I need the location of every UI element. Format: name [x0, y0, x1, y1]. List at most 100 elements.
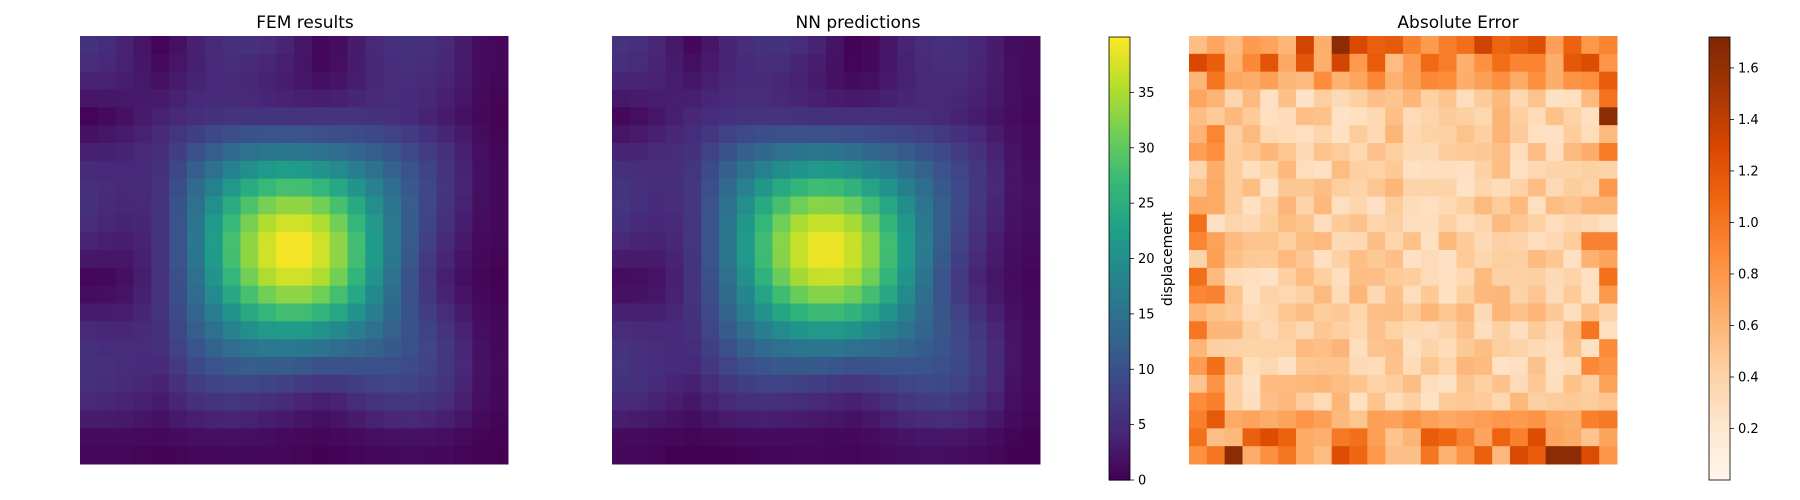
colorbar-displacement-segment	[1109, 132, 1130, 138]
heatmap-cell-nn	[719, 339, 738, 358]
heatmap-cell-fem	[133, 160, 152, 180]
heatmap-cell-fem	[436, 89, 455, 108]
heatmap-cell-error	[1420, 392, 1440, 411]
heatmap-cell-fem	[472, 125, 491, 144]
heatmap-cell-nn	[843, 428, 863, 447]
heatmap-cell-fem	[151, 267, 170, 287]
heatmap-cell-fem	[133, 89, 152, 108]
heatmap-cell-error	[1599, 125, 1618, 144]
heatmap-cell-fem	[222, 232, 241, 251]
heatmap-cell-fem	[294, 232, 313, 251]
heatmap-cell-error	[1456, 232, 1475, 251]
colorbar-displacement-tick-label: 10	[1138, 363, 1155, 378]
colorbar-displacement-tick-label: 20	[1138, 252, 1155, 267]
colorbar-error-segment	[1709, 140, 1730, 145]
colorbar-displacement-segment	[1109, 454, 1130, 459]
heatmap-cell-nn	[665, 267, 684, 287]
heatmap-cell-fem	[454, 339, 473, 358]
heatmap-cell-nn	[790, 357, 809, 376]
heatmap-cell-fem	[151, 89, 170, 108]
colorbar-displacement-segment	[1109, 66, 1130, 71]
heatmap-cell-nn	[701, 285, 720, 304]
heatmap-cell-error	[1474, 339, 1493, 358]
heatmap-cell-nn	[843, 125, 863, 144]
colorbar-displacement-segment	[1109, 395, 1130, 400]
heatmap-cell-error	[1242, 178, 1261, 197]
heatmap-cell-nn	[790, 303, 809, 322]
heatmap-cell-error	[1456, 214, 1475, 233]
heatmap-cell-nn	[647, 71, 666, 90]
colorbar-error-segment	[1709, 84, 1730, 90]
heatmap-cell-nn	[915, 143, 934, 162]
heatmap-cell-fem	[454, 357, 473, 376]
colorbar-displacement-segment	[1109, 236, 1130, 241]
heatmap-cell-fem	[311, 232, 331, 251]
colorbar-error-segment	[1709, 155, 1730, 160]
heatmap-cell-fem	[80, 71, 99, 90]
heatmap-cell-nn	[933, 321, 952, 340]
heatmap-cell-error	[1224, 267, 1243, 287]
heatmap-cell-nn	[719, 410, 738, 429]
heatmap-cell-nn	[879, 410, 898, 429]
heatmap-cell-error	[1296, 196, 1315, 215]
heatmap-cell-error	[1527, 428, 1547, 447]
heatmap-cell-nn	[968, 285, 987, 304]
heatmap-cell-nn	[754, 374, 773, 394]
heatmap-cell-error	[1367, 285, 1386, 304]
heatmap-cell-fem	[276, 143, 295, 162]
heatmap-cell-fem	[490, 303, 509, 322]
colorbar-displacement-segment	[1109, 432, 1130, 437]
colorbar-error-segment	[1709, 457, 1730, 463]
heatmap-cell-error	[1420, 232, 1440, 251]
heatmap-cell-error	[1581, 196, 1600, 215]
heatmap-cell-error	[1331, 232, 1350, 251]
heatmap-cell-nn	[915, 250, 934, 269]
heatmap-cell-error	[1527, 107, 1547, 126]
heatmap-cell-fem	[80, 285, 99, 304]
heatmap-cell-nn	[897, 196, 916, 215]
colorbar-displacement-segment	[1109, 107, 1130, 112]
heatmap-cell-error	[1510, 339, 1529, 358]
heatmap-cell-fem	[401, 410, 420, 429]
heatmap-cell-fem	[258, 160, 277, 180]
heatmap-cell-error	[1224, 178, 1243, 197]
heatmap-cell-error	[1474, 36, 1493, 55]
heatmap-cell-fem	[418, 285, 438, 304]
heatmap-cell-error	[1438, 321, 1457, 340]
heatmap-cell-nn	[683, 285, 702, 304]
colorbar-displacement-segment	[1109, 295, 1130, 300]
heatmap-cell-fem	[294, 428, 313, 447]
heatmap-cell-error	[1367, 446, 1386, 465]
heatmap-cell-nn	[861, 125, 880, 144]
colorbar-displacement-gradient	[1109, 37, 1130, 481]
heatmap-cell-error	[1224, 196, 1243, 215]
heatmap-cell-fem	[187, 214, 206, 233]
heatmap-cell-nn	[1022, 250, 1041, 269]
heatmap-cell-error	[1242, 339, 1261, 358]
colorbar-error-segment	[1709, 269, 1730, 274]
heatmap-cell-nn	[968, 339, 987, 358]
heatmap-cell-error	[1313, 285, 1333, 304]
heatmap-cell-error	[1599, 250, 1618, 269]
heatmap-cell-fem	[276, 53, 295, 73]
colorbar-displacement-segment	[1109, 465, 1130, 470]
heatmap-cell-fem	[222, 107, 241, 126]
heatmap-cell-nn	[843, 53, 863, 73]
heatmap-cell-nn	[683, 36, 702, 55]
heatmap-cell-error	[1581, 36, 1600, 55]
heatmap-cell-error	[1189, 53, 1208, 73]
heatmap-cell-nn	[986, 428, 1005, 447]
heatmap-cell-error	[1403, 89, 1422, 108]
heatmap-cell-error	[1545, 357, 1564, 376]
heatmap-cell-nn	[843, 321, 863, 340]
heatmap-cell-fem	[472, 232, 491, 251]
heatmap-cell-fem	[401, 339, 420, 358]
heatmap-cell-fem	[204, 357, 224, 376]
heatmap-cell-nn	[879, 196, 898, 215]
heatmap-cell-error	[1206, 285, 1226, 304]
heatmap-cell-nn	[968, 89, 987, 108]
colorbar-error-segment	[1709, 125, 1730, 130]
heatmap-cell-error	[1456, 53, 1475, 73]
heatmap-cell-error	[1403, 392, 1422, 411]
colorbar-error-segment	[1709, 44, 1730, 49]
